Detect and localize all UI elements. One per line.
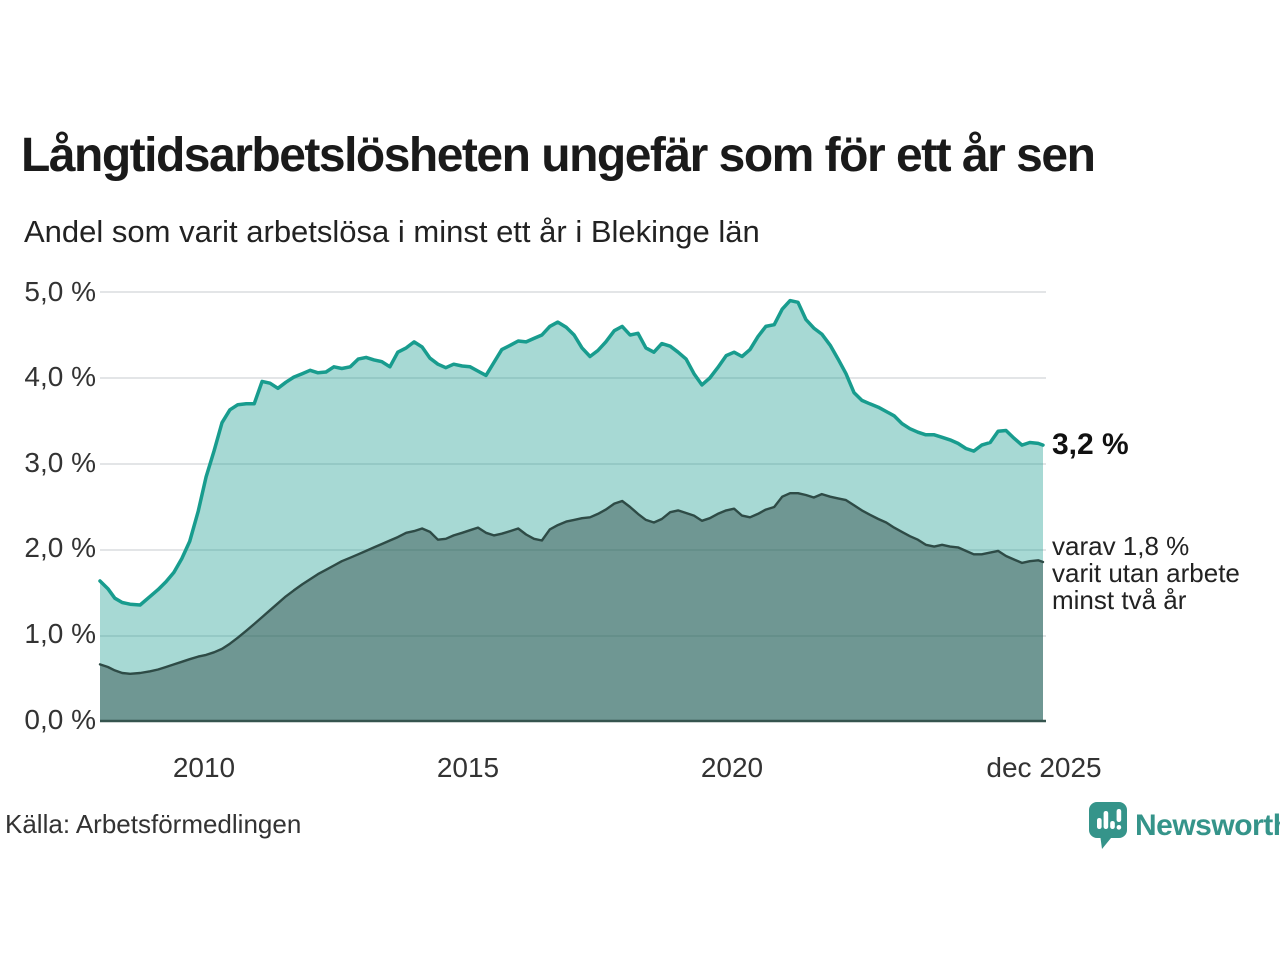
y-tick-0: 0,0 % — [24, 704, 96, 735]
y-tick-3: 3,0 % — [24, 447, 96, 478]
latest-two-year-line-1: varav 1,8 % — [1052, 531, 1190, 561]
y-tick-4: 4,0 % — [24, 361, 96, 392]
chart-subtitle: Andel som varit arbetslösa i minst ett å… — [24, 214, 760, 249]
area-series-1 — [100, 493, 1043, 722]
newsworthy-logo-icon — [1089, 802, 1127, 849]
x-tick-2015: 2015 — [436, 752, 500, 783]
y-tick-2: 2,0 % — [24, 532, 96, 563]
line-series-1 — [98, 492, 1045, 675]
latest-two-year-line-3: minst två år — [1052, 585, 1187, 615]
latest-two-year-label: varav 1,8 % varit utan arbete minst två … — [1052, 533, 1240, 614]
x-tick-dec-2025: dec 2025 — [986, 752, 1102, 783]
x-tick-2020: 2020 — [700, 752, 764, 783]
latest-total-label: 3,2 % — [1052, 428, 1129, 462]
area-series-0 — [100, 300, 1043, 722]
newsworthy-brand: Newsworthy — [1088, 801, 1280, 851]
page-title: Långtidsarbetslösheten ungefär som för e… — [21, 129, 1096, 182]
line-series-0 — [98, 298, 1045, 607]
latest-two-year-line-2: varit utan arbete — [1052, 558, 1240, 588]
source-credit: Källa: Arbetsförmedlingen — [5, 809, 302, 839]
y-tick-1: 1,0 % — [24, 618, 96, 649]
x-tick-2010: 2010 — [172, 752, 236, 783]
newsworthy-brand-name: Newsworthy — [1135, 809, 1280, 842]
y-tick-5: 5,0 % — [24, 276, 96, 307]
